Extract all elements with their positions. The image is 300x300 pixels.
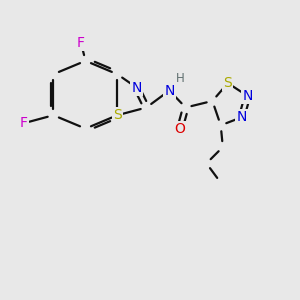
Text: F: F [20, 116, 28, 130]
Text: N: N [242, 89, 253, 103]
Text: F: F [77, 36, 85, 50]
Text: N: N [164, 84, 175, 98]
Text: N: N [131, 81, 142, 94]
Text: H: H [176, 72, 185, 85]
Text: N: N [236, 110, 247, 124]
Text: S: S [113, 108, 122, 122]
Text: O: O [174, 122, 185, 136]
Text: S: S [224, 76, 232, 90]
